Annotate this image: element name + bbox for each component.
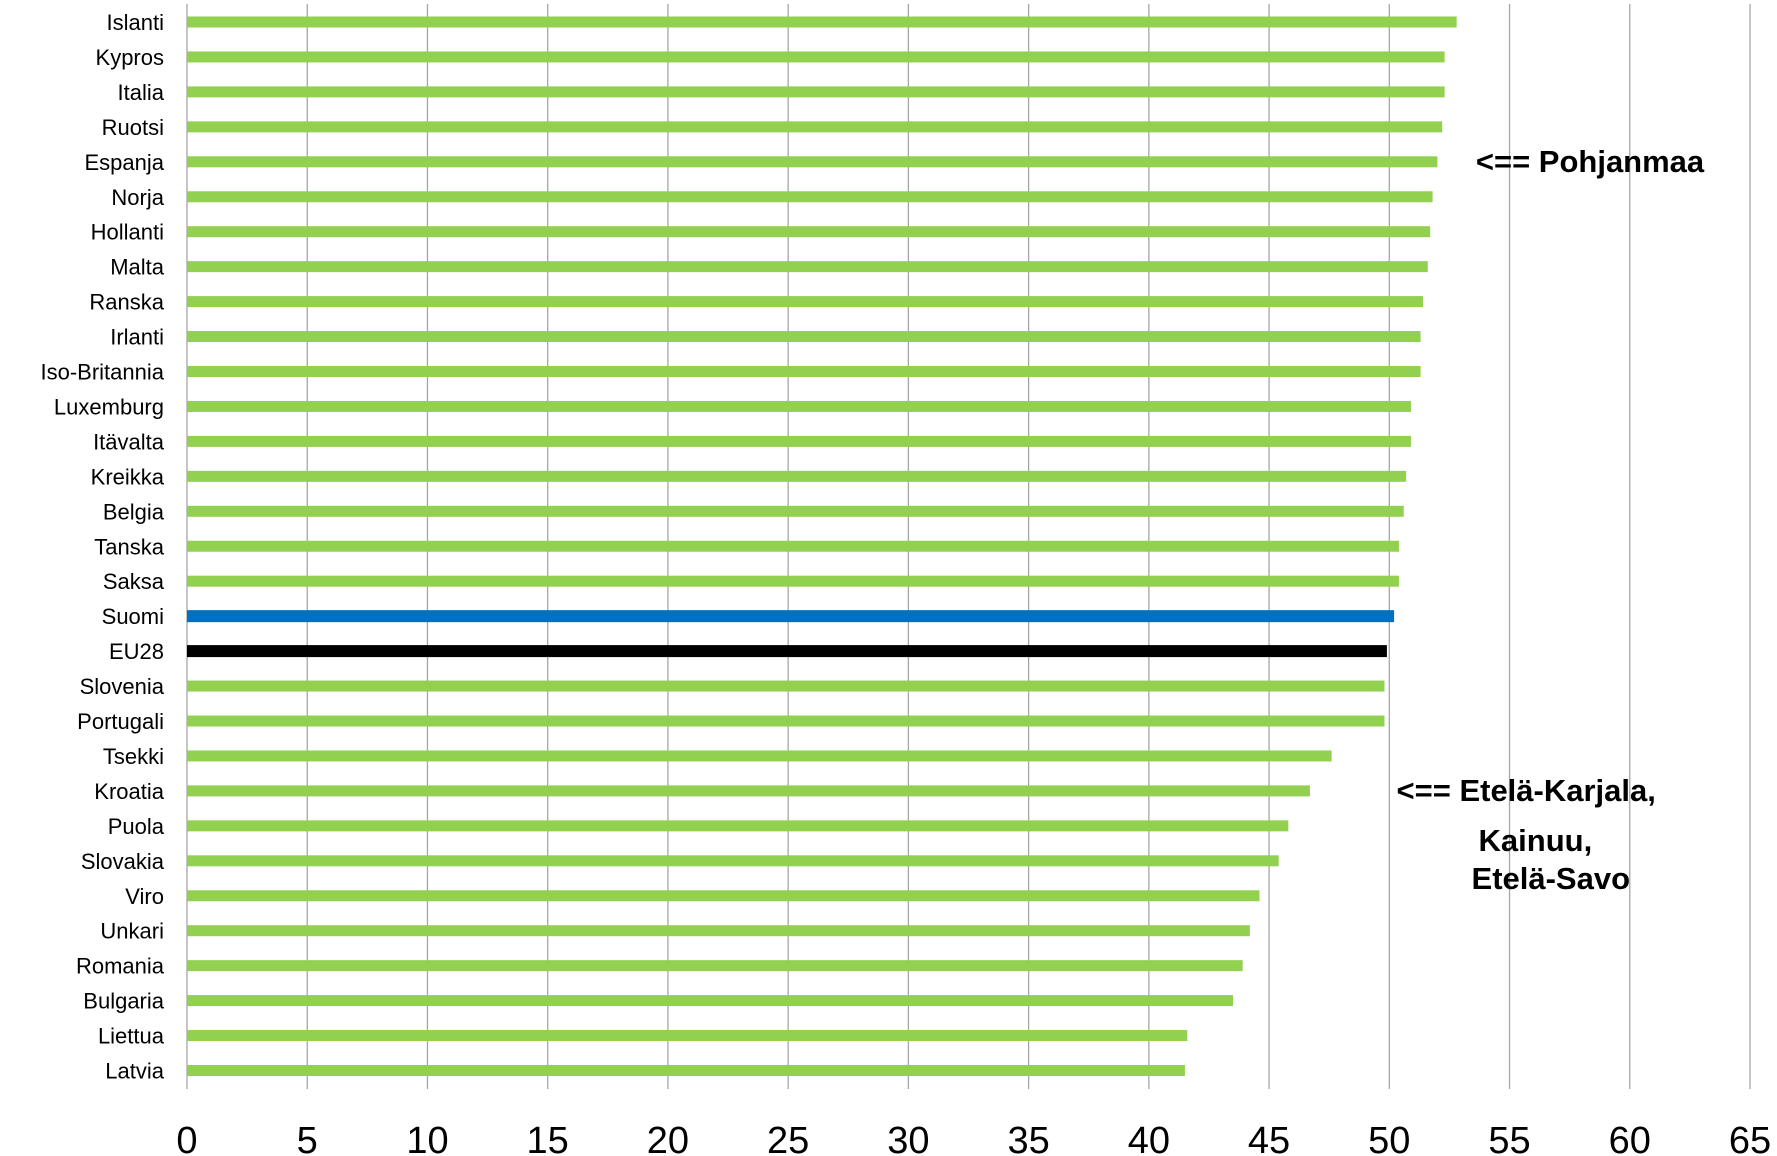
annotation-1-line-1: Kainuu, [1479, 823, 1593, 858]
bar-romania [187, 960, 1243, 972]
x-tick-label-0: 0 [176, 1120, 197, 1156]
bar-hollanti [187, 226, 1431, 238]
category-label-suomi: Suomi [102, 604, 164, 629]
bar-slovakia [187, 855, 1279, 867]
x-tick-label-45: 45 [1248, 1120, 1290, 1156]
x-tick-label-50: 50 [1368, 1120, 1410, 1156]
category-label-viro: Viro [125, 884, 164, 909]
annotations: <== Pohjanmaa <== Etelä-Karjala, Kainuu,Et… [1397, 144, 1705, 896]
bar-ruotsi [187, 121, 1443, 133]
category-label-kroatia: Kroatia [94, 779, 164, 804]
category-label-luxemburg: Luxemburg [54, 394, 164, 419]
annotation-0-line-0: <== Pohjanmaa [1476, 144, 1705, 179]
bars [187, 16, 1457, 1076]
category-label-unkari: Unkari [100, 919, 164, 944]
bar-norja [187, 191, 1433, 203]
bar-portugali [187, 715, 1385, 727]
category-label-portugali: Portugali [77, 709, 164, 734]
category-label-ranska: Ranska [89, 290, 164, 315]
category-label-bulgaria: Bulgaria [83, 989, 164, 1014]
category-label-tanska: Tanska [94, 534, 164, 559]
bar-eu28 [187, 645, 1387, 658]
category-label-puola: Puola [108, 814, 165, 839]
bar-latvia [187, 1065, 1185, 1076]
bar-iso-britannia [187, 366, 1421, 377]
category-label-malta: Malta [110, 255, 165, 280]
category-label-eu28: EU28 [109, 639, 164, 664]
bar-bulgaria [187, 995, 1234, 1007]
x-tick-label-30: 30 [887, 1120, 929, 1156]
bar-belgia [187, 505, 1404, 517]
category-label-saksa: Saksa [103, 569, 165, 594]
category-label-itävalta: Itävalta [93, 429, 165, 454]
x-axis-tick-labels: 0 5 10 15 20 25 30 35 40 45 50 55 60 65 [176, 1120, 1771, 1156]
bar-malta [187, 261, 1428, 273]
bar-kreikka [187, 470, 1407, 482]
category-label-espanja: Espanja [84, 150, 164, 175]
category-label-kypros: Kypros [96, 45, 164, 70]
x-tick-label-5: 5 [297, 1120, 318, 1156]
category-label-ruotsi: Ruotsi [102, 115, 164, 140]
bar-unkari [187, 925, 1250, 937]
category-label-tsekki: Tsekki [103, 744, 164, 769]
category-label-latvia: Latvia [105, 1059, 164, 1084]
annotation-1-line-0: <== Etelä-Karjala, [1397, 773, 1656, 808]
bar-viro [187, 890, 1260, 902]
x-tick-label-20: 20 [647, 1120, 689, 1156]
category-label-kreikka: Kreikka [91, 464, 165, 489]
x-tick-label-10: 10 [406, 1120, 448, 1156]
category-label-italia: Italia [118, 80, 165, 105]
x-tick-label-25: 25 [767, 1120, 809, 1156]
category-labels: Islanti Kypros Italia Ruotsi Espanja Norja Hol… [40, 10, 164, 1084]
bar-tanska [187, 540, 1399, 552]
x-tick-label-55: 55 [1488, 1120, 1530, 1156]
bar-espanja [187, 156, 1438, 168]
annotation-1-line-2: Etelä-Savo [1472, 861, 1631, 896]
bar-liettua [187, 1030, 1188, 1042]
x-tick-label-65: 65 [1729, 1120, 1771, 1156]
bar-saksa [187, 575, 1399, 587]
bar-itävalta [187, 435, 1411, 447]
bar-suomi [187, 610, 1395, 623]
bar-italia [187, 86, 1445, 98]
category-label-romania: Romania [76, 954, 165, 979]
category-label-norja: Norja [111, 185, 164, 210]
bar-kypros [187, 51, 1445, 63]
category-label-irlanti: Irlanti [110, 325, 164, 350]
bar-tsekki [187, 750, 1332, 762]
bar-ranska [187, 296, 1423, 308]
bar-puola [187, 820, 1289, 832]
category-label-belgia: Belgia [103, 499, 165, 524]
category-label-hollanti: Hollanti [91, 220, 164, 245]
category-label-slovakia: Slovakia [81, 849, 165, 874]
category-label-islanti: Islanti [107, 10, 164, 35]
x-tick-label-60: 60 [1609, 1120, 1651, 1156]
bar-slovenia [187, 680, 1385, 692]
bar-islanti [187, 16, 1457, 28]
category-label-iso-britannia: Iso-Britannia [40, 360, 164, 385]
bar-luxemburg [187, 400, 1411, 412]
x-tick-label-40: 40 [1128, 1120, 1170, 1156]
bar-irlanti [187, 331, 1421, 343]
bar-kroatia [187, 785, 1310, 797]
x-tick-label-35: 35 [1007, 1120, 1049, 1156]
x-tick-label-15: 15 [527, 1120, 569, 1156]
category-label-slovenia: Slovenia [80, 674, 165, 699]
category-label-liettua: Liettua [98, 1024, 165, 1049]
